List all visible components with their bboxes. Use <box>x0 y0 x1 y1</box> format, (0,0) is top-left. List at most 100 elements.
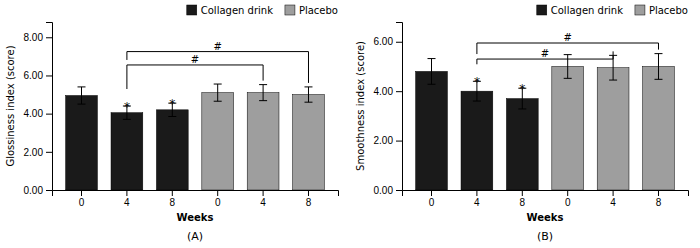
error-bar <box>214 84 222 101</box>
y-axis-line <box>46 23 53 191</box>
error-bar-line <box>567 55 568 79</box>
annotations: ** <box>474 75 525 96</box>
x-axis: 0 4 8 0 4 8 <box>53 190 339 208</box>
bracket-leg <box>263 65 264 81</box>
x-tick-label: 0 <box>565 197 571 208</box>
x-axis: 048048 <box>403 190 689 208</box>
y-tick-label: 8.00 <box>24 32 44 43</box>
x-tick-mark <box>658 190 659 196</box>
x-tick-label: 4 <box>610 197 616 208</box>
y-tick: 4.00 <box>24 108 52 119</box>
x-tick-mark <box>567 190 568 196</box>
x-tick: 8 <box>306 190 312 208</box>
x-tick-label: 0 <box>429 197 435 208</box>
annotations: ** <box>124 97 175 114</box>
x-tick-label: 0 <box>79 197 85 208</box>
panel-label: (B) <box>537 230 553 243</box>
bar <box>66 96 98 191</box>
legend-swatch <box>537 5 547 15</box>
y-axis-title: Glossiness index (score) <box>5 45 16 166</box>
legend-item: Collagen drink <box>537 5 623 16</box>
y-tick-label: 2.00 <box>374 135 394 146</box>
x-tick: 4 <box>610 190 616 208</box>
y-tick-mark <box>46 75 52 76</box>
legend-label: Collagen drink <box>201 5 273 16</box>
legend-label: Placebo <box>649 5 688 16</box>
x-axis-line <box>403 191 689 197</box>
error-bar-cap <box>214 101 222 102</box>
x-tick-mark <box>308 190 309 196</box>
y-tick-label: 6.00 <box>24 70 44 81</box>
error-bar <box>564 55 572 79</box>
legend: Collagen drink Placebo <box>187 5 338 16</box>
bar <box>597 68 629 190</box>
error-bar-line <box>263 85 264 101</box>
x-tick: 0 <box>215 190 221 208</box>
error-bar <box>259 85 267 101</box>
y-tick-label: 4.00 <box>374 86 394 97</box>
legend-item: Collagen drink <box>187 5 273 16</box>
bracket-label: # <box>564 32 572 43</box>
y-tick: 4.00 <box>374 86 402 97</box>
x-tick-mark <box>126 190 127 196</box>
x-tick-mark <box>476 190 477 196</box>
legend-label: Placebo <box>299 5 338 16</box>
error-bar-cap <box>473 101 481 102</box>
annotation: * <box>474 75 480 89</box>
error-bar-cap <box>123 119 131 120</box>
panel: 0.00 2.00 4.00 6.00 8.00 0 4 8 0 4 8 Glossiness ind… <box>5 5 339 243</box>
x-tick: 4 <box>474 190 480 208</box>
bracket-label: # <box>214 41 222 52</box>
y-tick-mark <box>46 152 52 153</box>
y-tick: 2.00 <box>24 147 52 158</box>
x-tick-mark <box>217 190 218 196</box>
y-axis-line <box>396 23 403 191</box>
bar <box>416 71 448 190</box>
error-bar-line <box>431 59 432 85</box>
bracket-label: # <box>541 48 549 59</box>
y-tick-mark <box>396 42 402 43</box>
error-bar-cap <box>564 54 572 55</box>
bar <box>293 95 325 190</box>
annotation: * <box>519 82 525 96</box>
y-tick-label: 6.00 <box>374 36 394 47</box>
error-bar-cap <box>304 86 312 87</box>
bracket-leg <box>658 43 659 50</box>
error-bar-cap <box>654 79 662 80</box>
error-bar-line <box>217 84 218 101</box>
x-tick-label: 8 <box>656 197 662 208</box>
x-tick-label: 4 <box>474 197 480 208</box>
bracket-leg <box>476 43 477 54</box>
bracket-leg <box>126 52 127 60</box>
y-tick-label: 0.00 <box>374 185 394 196</box>
chart-root: 0.00 2.00 4.00 6.00 8.00 0 4 8 0 4 8 Glossiness ind… <box>0 0 700 248</box>
error-bar-cap <box>518 108 526 109</box>
series <box>202 84 325 190</box>
bar <box>247 93 279 190</box>
x-tick: 4 <box>260 190 266 208</box>
error-bar-line <box>81 87 82 104</box>
bracket-labels: ## <box>541 32 572 59</box>
x-tick-mark <box>431 190 432 196</box>
y-tick-mark <box>396 141 402 142</box>
x-tick-mark <box>522 190 523 196</box>
y-tick: 0.00 <box>24 185 52 196</box>
x-tick: 4 <box>124 190 130 208</box>
legend-swatch <box>285 5 295 15</box>
x-tick-label: 0 <box>215 197 221 208</box>
error-bar-cap <box>214 84 222 85</box>
x-tick-mark <box>613 190 614 196</box>
x-axis-title: Weeks <box>527 212 564 223</box>
y-axis-title: Smoothness index (score) <box>355 41 366 171</box>
error-bar-line <box>658 54 659 80</box>
error-bar <box>654 54 662 80</box>
x-tick-mark <box>172 190 173 196</box>
x-tick: 8 <box>170 190 176 208</box>
x-tick-label: 4 <box>124 197 130 208</box>
legend-swatch <box>635 5 645 15</box>
error-bar-cap <box>78 86 86 87</box>
y-tick: 2.00 <box>374 135 402 146</box>
y-tick-mark <box>396 91 402 92</box>
y-tick-mark <box>396 190 402 191</box>
y-axis: 0.00 2.00 4.00 6.00 8.00 <box>24 23 53 196</box>
